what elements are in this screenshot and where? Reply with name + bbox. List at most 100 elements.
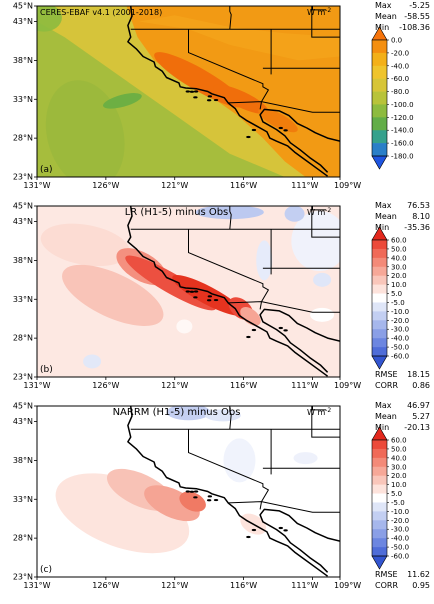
island bbox=[193, 90, 199, 93]
colorbar-extend-bottom bbox=[371, 355, 388, 370]
colorbar-segment bbox=[372, 40, 387, 54]
stat-value: -108.36 bbox=[399, 23, 430, 32]
stat-value: 0.95 bbox=[412, 581, 430, 590]
colorbar-tick-label: 5.0 bbox=[391, 290, 402, 298]
state-border bbox=[229, 206, 232, 230]
colorbar-segment bbox=[372, 65, 387, 79]
colorbar-segment bbox=[372, 347, 387, 357]
colorbar-segment bbox=[372, 275, 387, 285]
colorbar-segment bbox=[372, 338, 387, 348]
lat-tick-label: 33°N bbox=[13, 95, 33, 104]
colorbar-tick-label: -100.0 bbox=[391, 101, 414, 109]
lat-tick-label: 28°N bbox=[13, 134, 33, 143]
island bbox=[246, 535, 251, 539]
colorbar-segment bbox=[372, 104, 387, 118]
stat-name: Max bbox=[375, 401, 392, 410]
island bbox=[193, 490, 199, 493]
state-border bbox=[228, 501, 340, 513]
colorbar-tick-label: 50.0 bbox=[391, 245, 407, 253]
lat-tick-label: 28°N bbox=[13, 334, 33, 343]
colorbar-segment bbox=[372, 320, 387, 330]
colorbar-tick-label: -20.0 bbox=[391, 49, 409, 57]
coastline bbox=[127, 6, 329, 177]
colorbar-tick-label: -30.0 bbox=[391, 526, 409, 534]
island bbox=[283, 129, 288, 132]
lon-tick-label: 131°W bbox=[23, 581, 50, 590]
panel-title: LR (H1-5) minus Obs bbox=[125, 207, 229, 218]
colorbar-segment bbox=[372, 440, 387, 450]
panel-letter: (c) bbox=[40, 565, 52, 575]
island bbox=[278, 526, 283, 530]
lon-tick-label: 111°W bbox=[291, 181, 318, 190]
colorbar-segment bbox=[372, 302, 387, 312]
stat-name: Mean bbox=[375, 212, 397, 221]
colorbar: 60.050.040.030.020.010.05.0-5.0-10.0-20.… bbox=[371, 426, 409, 570]
colorbar-tick-label: 30.0 bbox=[391, 263, 407, 271]
colorbar-tick-label: -20.0 bbox=[391, 317, 409, 325]
lat-tick-label: 45°N bbox=[13, 2, 33, 11]
panel-a: 45°N 43°N 38°N 33°N 28°N 23°N 131°W 126°W 121°W 1… bbox=[0, 0, 434, 200]
colorbar-segment bbox=[372, 117, 387, 131]
stat-value: -58.55 bbox=[404, 12, 430, 21]
colorbar-tick-label: 60.0 bbox=[391, 437, 407, 445]
island bbox=[283, 329, 288, 332]
colorbar-tick-label: -10.0 bbox=[391, 508, 409, 516]
island bbox=[185, 90, 191, 93]
colorbar-tick-label: 60.0 bbox=[391, 237, 407, 245]
state-border bbox=[229, 6, 232, 30]
lat-tick-label: 23°N bbox=[13, 373, 33, 382]
panel-b: 45°N 43°N 38°N 33°N 28°N 23°N 131°W 126°W 121°W 1… bbox=[0, 200, 434, 400]
map-frame bbox=[36, 205, 341, 378]
state-border bbox=[259, 301, 262, 310]
stat-name: Mean bbox=[375, 412, 397, 421]
panel-letter: (a) bbox=[40, 165, 53, 175]
colorbar-tick-label: -5.0 bbox=[391, 499, 405, 507]
colorbar-extend-bottom bbox=[371, 555, 388, 570]
colorbar-segment bbox=[372, 475, 387, 485]
units-label: W m-2 bbox=[307, 207, 331, 217]
island bbox=[189, 90, 195, 93]
lon-tick-label: 131°W bbox=[23, 381, 50, 390]
state-border bbox=[311, 6, 340, 38]
lat-tick-label: 38°N bbox=[13, 456, 33, 465]
panel-title: NARRM (H1-5) minus Obs bbox=[113, 407, 241, 418]
state-border bbox=[312, 206, 327, 211]
stat-value: 76.53 bbox=[407, 201, 430, 210]
island bbox=[213, 498, 219, 502]
coastline bbox=[127, 406, 329, 577]
colorbar-segment bbox=[372, 52, 387, 67]
colorbar: 60.050.040.030.020.010.05.0-5.0-10.0-20.… bbox=[371, 226, 409, 370]
colorbar-tick-label: -60.0 bbox=[391, 553, 409, 561]
colorbar-segment bbox=[372, 257, 387, 268]
island bbox=[246, 335, 251, 339]
colorbar-tick-label: -40.0 bbox=[391, 335, 409, 343]
island bbox=[207, 95, 213, 98]
lat-tick-label: 28°N bbox=[13, 534, 33, 543]
colorbar-segment bbox=[372, 130, 387, 144]
colorbar-tick-label: -40.0 bbox=[391, 535, 409, 543]
map-area bbox=[37, 6, 340, 177]
state-border bbox=[229, 406, 232, 430]
island bbox=[278, 126, 283, 130]
state-border bbox=[311, 206, 340, 238]
lon-tick-label: 111°W bbox=[291, 581, 318, 590]
colorbar-tick-label: 20.0 bbox=[391, 472, 407, 480]
colorbar-segment bbox=[372, 466, 387, 476]
island bbox=[213, 298, 219, 302]
lat-tick-label: 45°N bbox=[13, 402, 33, 411]
colorbar-tick-label: -5.0 bbox=[391, 299, 405, 307]
state-border bbox=[228, 101, 340, 113]
island bbox=[213, 98, 219, 102]
stat-value: 0.86 bbox=[412, 381, 430, 390]
stat-value: 18.15 bbox=[407, 370, 430, 379]
island bbox=[251, 328, 257, 332]
colorbar-segment bbox=[372, 284, 387, 294]
island bbox=[283, 529, 288, 532]
island bbox=[207, 495, 213, 498]
colorbar-segment bbox=[372, 91, 387, 105]
colorbar-segment bbox=[372, 520, 387, 530]
stat-value: -5.25 bbox=[409, 1, 430, 10]
colorbar-segment bbox=[372, 511, 387, 521]
colorbar-segment bbox=[372, 329, 387, 339]
